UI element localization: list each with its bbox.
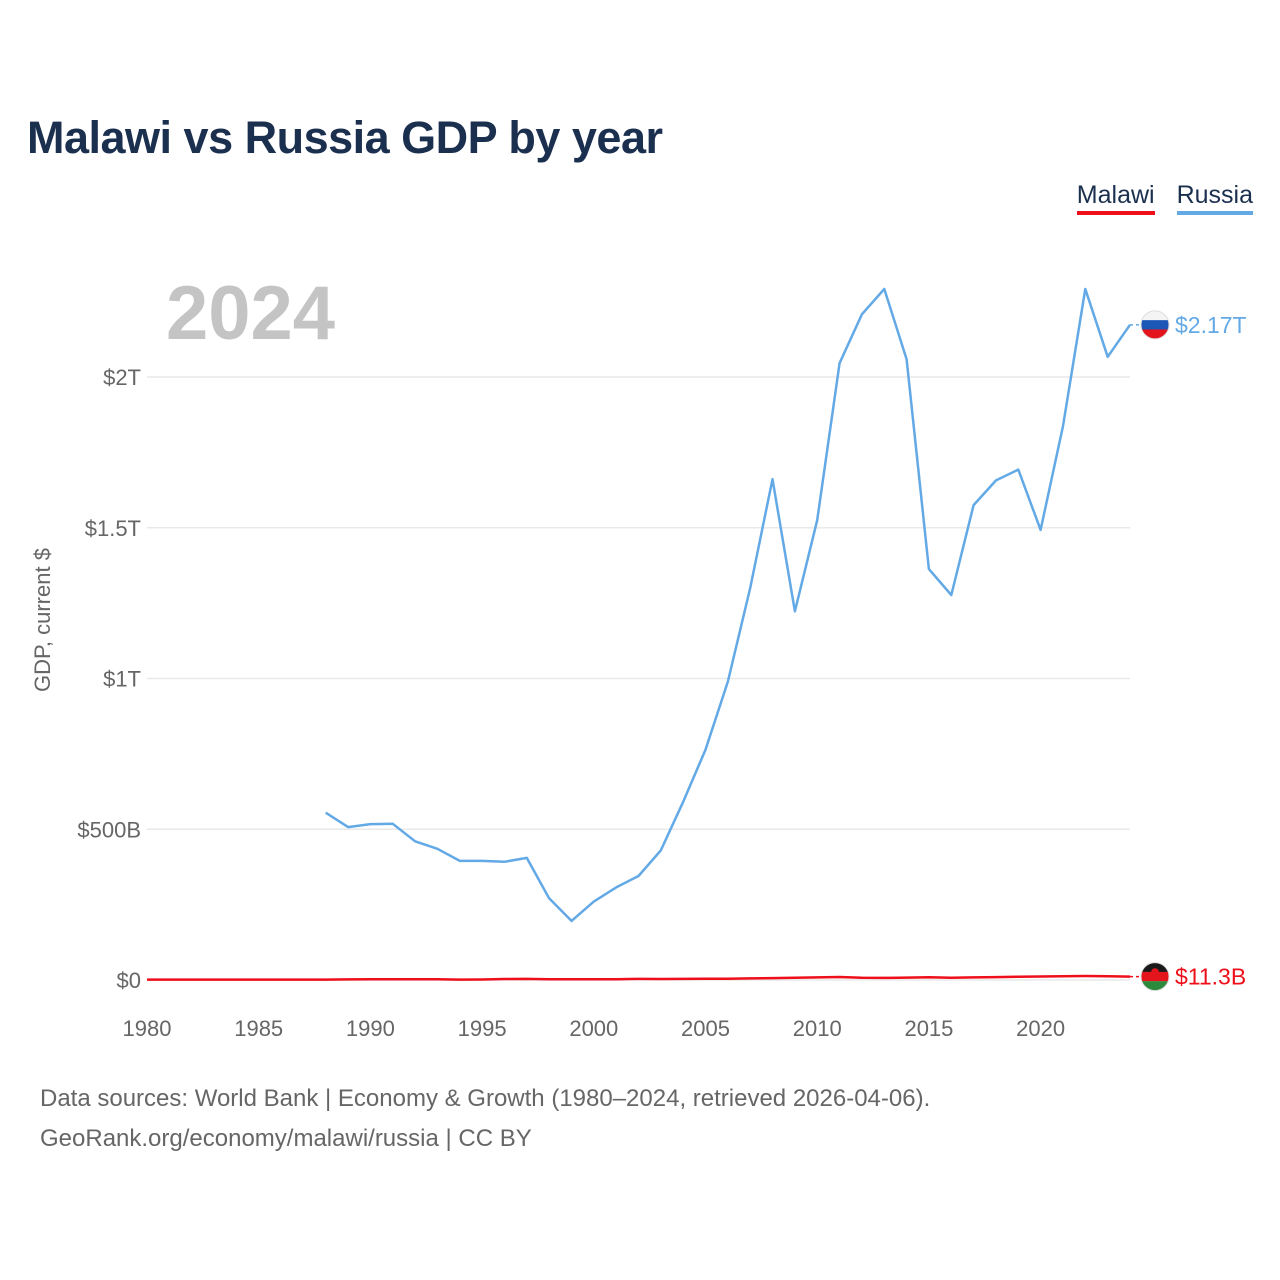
x-tick-label: 2010 (793, 1016, 842, 1041)
series-line-malawi[interactable] (147, 974, 1131, 981)
end-label-russia: $2.17T (1175, 312, 1247, 338)
legend-item-malawi[interactable]: Malawi (1076, 181, 1155, 215)
y-axis-label: GDP, current $ (30, 548, 55, 692)
y-tick-label: $0 (117, 968, 141, 993)
legend: Malawi Russia (1076, 181, 1253, 215)
grid-lines (147, 376, 1130, 981)
y-axis-ticks: $0 $500B $1T $1.5T $2T (77, 365, 141, 993)
x-tick-label: 1990 (346, 1016, 395, 1041)
x-tick-label: 1985 (234, 1016, 283, 1041)
data-sources-note: Data sources: World Bank | Economy & Gro… (40, 1085, 931, 1112)
attribution-link[interactable]: GeoRank.org/economy/malawi/russia | CC B… (40, 1125, 532, 1152)
flag-malawi-icon (1140, 962, 1170, 992)
x-axis-ticks: 1980 1985 1990 1995 2000 2005 2010 2015 2020 (123, 1016, 1066, 1041)
series-lines (147, 287, 1132, 981)
y-tick-label: $1.5T (85, 516, 141, 541)
end-label-malawi: $11.3B (1175, 964, 1246, 990)
x-tick-label: 1980 (123, 1016, 172, 1041)
legend-item-russia[interactable]: Russia (1176, 181, 1253, 215)
series-line-russia[interactable] (325, 287, 1132, 923)
x-tick-label: 2000 (569, 1016, 618, 1041)
y-tick-label: $500B (77, 817, 141, 842)
x-tick-label: 2015 (904, 1016, 953, 1041)
end-markers: $11.3B $2.17T (1130, 310, 1247, 992)
x-tick-label: 1995 (458, 1016, 507, 1041)
flag-russia-icon (1140, 310, 1170, 340)
x-tick-label: 2020 (1016, 1016, 1065, 1041)
y-tick-label: $1T (103, 667, 141, 692)
year-watermark: 2024 (166, 271, 335, 356)
chart-title: Malawi vs Russia GDP by year (27, 112, 663, 163)
x-tick-label: 2005 (681, 1016, 730, 1041)
y-tick-label: $2T (103, 365, 141, 390)
